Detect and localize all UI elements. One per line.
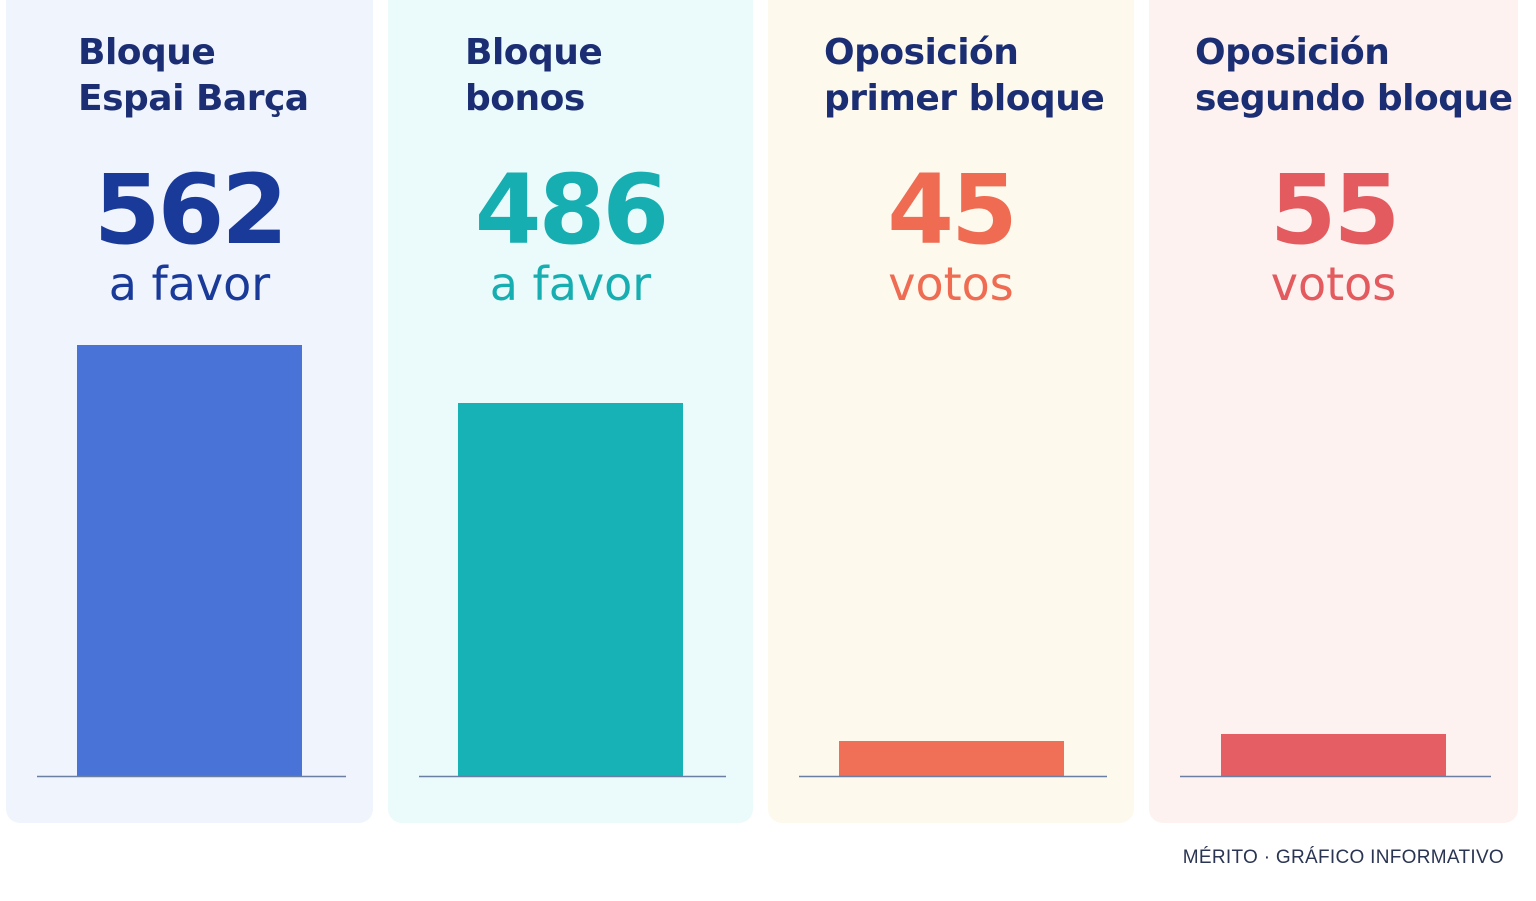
panel-title-line-2: primer bloque xyxy=(824,78,1105,119)
panel-title-line-1: Oposición xyxy=(824,32,1019,73)
bar-1 xyxy=(77,345,302,776)
footer-credit: MÉRITO · GRÁFICO INFORMATIVO xyxy=(1182,847,1504,868)
panel-title: Oposición primer bloque xyxy=(824,30,1105,122)
bar-2 xyxy=(458,403,683,776)
vote-count-label: 55 xyxy=(1269,154,1401,266)
bar-3 xyxy=(839,741,1064,776)
panel-oposicion-segundo-bloque: Oposición segundo bloque 55 votos xyxy=(1149,0,1518,823)
panel-title: Bloque Espai Barça xyxy=(78,30,309,122)
bar-plot xyxy=(37,345,346,778)
panel-bonos: Bloque bonos 486 a favor xyxy=(388,0,753,823)
vote-count-label: 562 xyxy=(93,154,288,266)
vote-count-label: 486 xyxy=(474,154,669,266)
panel-title-line-2: bonos xyxy=(465,78,585,119)
panel-title-line-2: segundo bloque xyxy=(1195,78,1513,119)
bar-4 xyxy=(1221,734,1446,776)
bar-plot xyxy=(419,403,726,778)
panel-title-line-2: Espai Barça xyxy=(78,78,309,119)
vote-count-label: 45 xyxy=(887,154,1018,266)
panel-title: Bloque bonos xyxy=(465,30,603,122)
bar-plot xyxy=(799,741,1107,778)
unit-label: a favor xyxy=(489,257,652,311)
bar-plot xyxy=(1180,734,1491,778)
unit-label: votos xyxy=(1270,257,1397,311)
panel-title-line-1: Oposición xyxy=(1195,32,1390,73)
panel-title-line-1: Bloque xyxy=(78,32,216,73)
panel-title: Oposición segundo bloque xyxy=(1195,30,1513,122)
panel-espai-barca: Bloque Espai Barça 562 a favor xyxy=(6,0,373,823)
panel-oposicion-primer-bloque: Oposición primer bloque 45 votos xyxy=(768,0,1134,823)
unit-label: a favor xyxy=(108,257,271,311)
panel-title-line-1: Bloque xyxy=(465,32,603,73)
unit-label: votos xyxy=(888,257,1014,311)
